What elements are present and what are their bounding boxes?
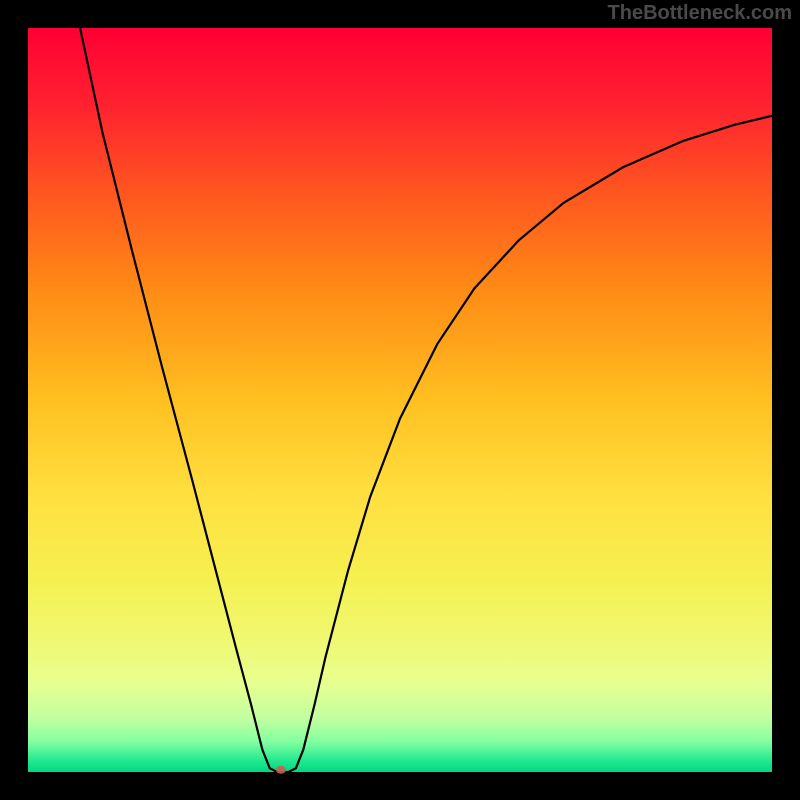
optimum-marker bbox=[276, 766, 286, 774]
watermark-text: TheBottleneck.com bbox=[608, 2, 792, 25]
plot-background bbox=[28, 28, 772, 772]
bottleneck-chart bbox=[0, 0, 800, 800]
chart-container: TheBottleneck.com bbox=[0, 0, 800, 800]
